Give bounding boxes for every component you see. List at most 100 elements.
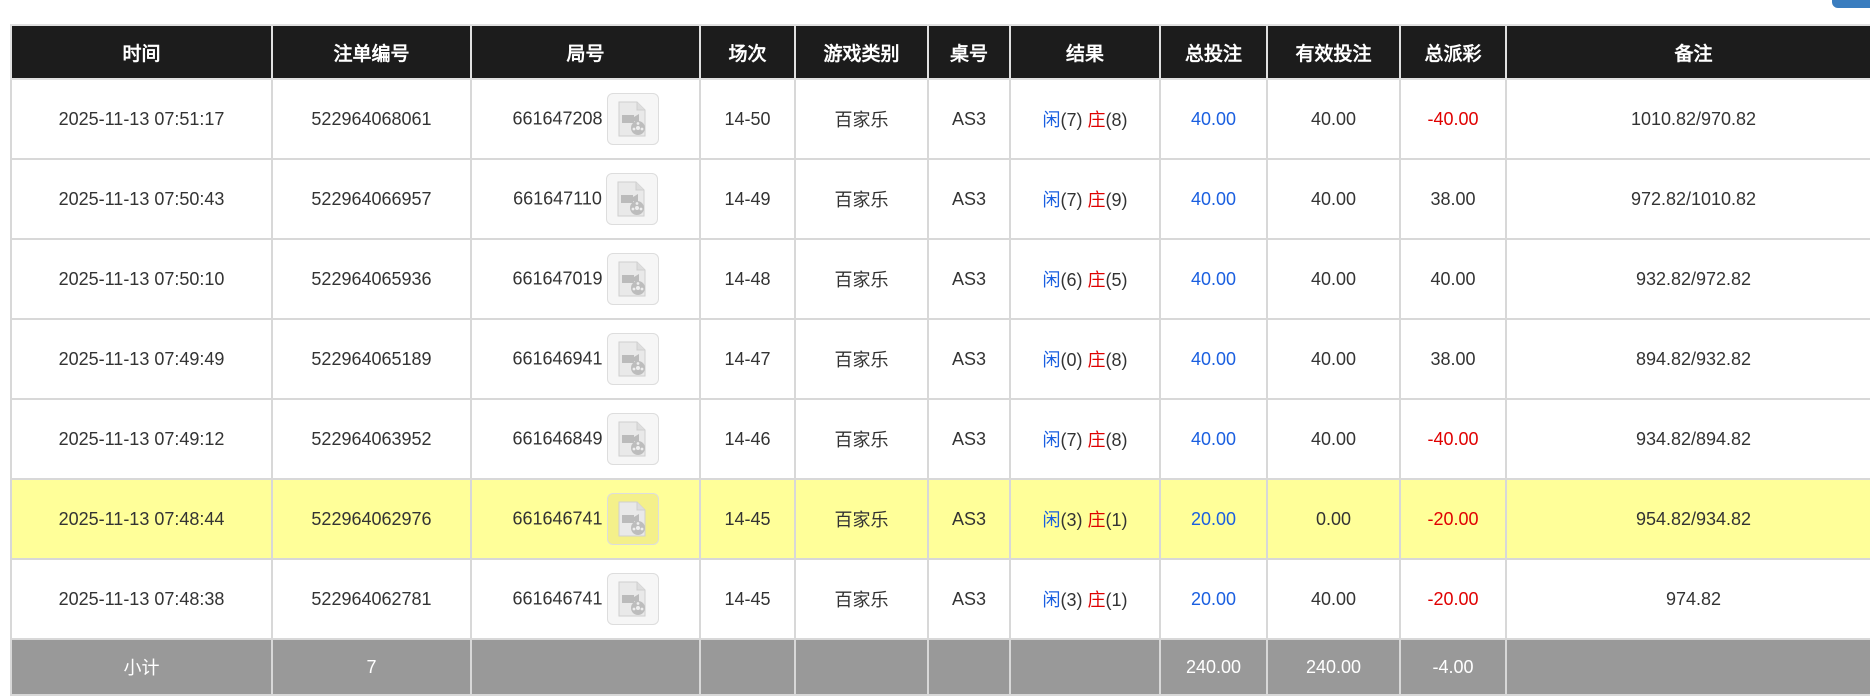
empty-cell <box>927 638 1011 696</box>
banker-score: (8) <box>1105 350 1128 370</box>
cell-note: 894.82/932.82 <box>1505 318 1870 400</box>
cell-session: 14-45 <box>699 478 796 560</box>
round-number: 661646741 <box>512 508 603 529</box>
video-file-icon[interactable] <box>605 173 658 225</box>
video-file-icon[interactable] <box>606 93 659 145</box>
cell-payout: -40.00 <box>1399 78 1507 160</box>
cell-valid-bet: 40.00 <box>1266 398 1401 480</box>
cell-note: 972.82/1010.82 <box>1505 158 1870 240</box>
subtotal-count: 7 <box>271 638 472 696</box>
cell-table-no: AS3 <box>927 398 1011 480</box>
banker-score: (5) <box>1105 270 1128 290</box>
banker-score: (1) <box>1105 510 1128 530</box>
cell-session: 14-50 <box>699 78 796 160</box>
table-row: 2025-11-13 07:48:44 522964062976 661646741… <box>10 478 1870 560</box>
cell-valid-bet: 40.00 <box>1266 318 1401 400</box>
cell-table-no: AS3 <box>927 158 1011 240</box>
player-label: 闲 <box>1042 270 1061 290</box>
cell-table-no: AS3 <box>927 318 1011 400</box>
round-number: 661647208 <box>512 108 603 129</box>
round-number: 661647019 <box>512 268 603 289</box>
cell-game-type: 百家乐 <box>794 238 929 320</box>
cell-session: 14-47 <box>699 318 796 400</box>
bet-records-table: 时间 注单编号 局号 场次 游戏类别 桌号 结果 总投注 有效投注 总派彩 备注 2025-11-1… <box>10 24 1870 696</box>
cell-total-bet: 40.00 <box>1159 158 1268 240</box>
video-file-icon[interactable] <box>606 413 659 465</box>
cell-bet-id: 522964065189 <box>271 318 472 400</box>
cell-total-bet: 40.00 <box>1159 398 1268 480</box>
cell-game-type: 百家乐 <box>794 558 929 640</box>
video-file-icon[interactable] <box>606 493 659 545</box>
banker-label: 庄 <box>1087 190 1106 210</box>
banker-score: (9) <box>1105 190 1128 210</box>
cell-total-bet: 20.00 <box>1159 558 1268 640</box>
round-number: 661647110 <box>513 188 602 209</box>
video-file-icon[interactable] <box>606 253 659 305</box>
round-number: 661646741 <box>512 588 603 609</box>
cell-time: 2025-11-13 07:49:12 <box>10 398 273 480</box>
empty-cell <box>1505 638 1870 696</box>
banker-label: 庄 <box>1087 110 1106 130</box>
player-score: (7) <box>1060 190 1083 210</box>
video-file-icon[interactable] <box>606 573 659 625</box>
empty-cell <box>699 638 796 696</box>
cell-result: 闲(6) 庄(5) <box>1009 238 1161 320</box>
table-row: 2025-11-13 07:50:10 522964065936 661647019… <box>10 238 1870 320</box>
subtotal-payout: -4.00 <box>1399 638 1507 696</box>
player-label: 闲 <box>1042 510 1061 530</box>
banker-label: 庄 <box>1087 350 1106 370</box>
player-score: (7) <box>1060 110 1083 130</box>
cell-game-type: 百家乐 <box>794 478 929 560</box>
player-score: (3) <box>1060 510 1083 530</box>
cell-bet-id: 522964066957 <box>271 158 472 240</box>
player-label: 闲 <box>1042 190 1061 210</box>
cell-result: 闲(3) 庄(1) <box>1009 478 1161 560</box>
header-valid-bet: 有效投注 <box>1266 24 1401 80</box>
banker-label: 庄 <box>1087 590 1106 610</box>
cell-table-no: AS3 <box>927 238 1011 320</box>
cell-time: 2025-11-13 07:50:43 <box>10 158 273 240</box>
cell-payout: 38.00 <box>1399 158 1507 240</box>
cell-time: 2025-11-13 07:48:44 <box>10 478 273 560</box>
header-note: 备注 <box>1505 24 1870 80</box>
cell-table-no: AS3 <box>927 78 1011 160</box>
cell-valid-bet: 40.00 <box>1266 558 1401 640</box>
cell-total-bet: 40.00 <box>1159 318 1268 400</box>
header-total-bet: 总投注 <box>1159 24 1268 80</box>
cell-game-type: 百家乐 <box>794 78 929 160</box>
cell-game-type: 百家乐 <box>794 158 929 240</box>
cell-session: 14-46 <box>699 398 796 480</box>
video-file-icon[interactable] <box>606 333 659 385</box>
cell-note: 1010.82/970.82 <box>1505 78 1870 160</box>
header-result: 结果 <box>1009 24 1161 80</box>
cell-round: 661646741 <box>470 478 701 560</box>
cell-session: 14-45 <box>699 558 796 640</box>
cell-round: 661646941 <box>470 318 701 400</box>
cell-payout: -20.00 <box>1399 558 1507 640</box>
cell-note: 974.82 <box>1505 558 1870 640</box>
cell-valid-bet: 40.00 <box>1266 78 1401 160</box>
top-right-button[interactable] <box>1832 0 1870 8</box>
player-score: (6) <box>1060 270 1083 290</box>
player-label: 闲 <box>1042 110 1061 130</box>
table-row: 2025-11-13 07:48:38 522964062781 661646741… <box>10 558 1870 640</box>
subtotal-label: 小计 <box>10 638 273 696</box>
cell-round: 661647019 <box>470 238 701 320</box>
empty-cell <box>470 638 701 696</box>
banker-score: (8) <box>1105 110 1128 130</box>
cell-round: 661647208 <box>470 78 701 160</box>
cell-note: 934.82/894.82 <box>1505 398 1870 480</box>
cell-valid-bet: 40.00 <box>1266 158 1401 240</box>
empty-cell <box>1009 638 1161 696</box>
cell-round: 661646741 <box>470 558 701 640</box>
cell-payout: 38.00 <box>1399 318 1507 400</box>
cell-session: 14-49 <box>699 158 796 240</box>
banker-score: (8) <box>1105 430 1128 450</box>
cell-bet-id: 522964065936 <box>271 238 472 320</box>
cell-round: 661646849 <box>470 398 701 480</box>
player-score: (3) <box>1060 590 1083 610</box>
banker-score: (1) <box>1105 590 1128 610</box>
empty-cell <box>794 638 929 696</box>
cell-session: 14-48 <box>699 238 796 320</box>
cell-payout: -20.00 <box>1399 478 1507 560</box>
